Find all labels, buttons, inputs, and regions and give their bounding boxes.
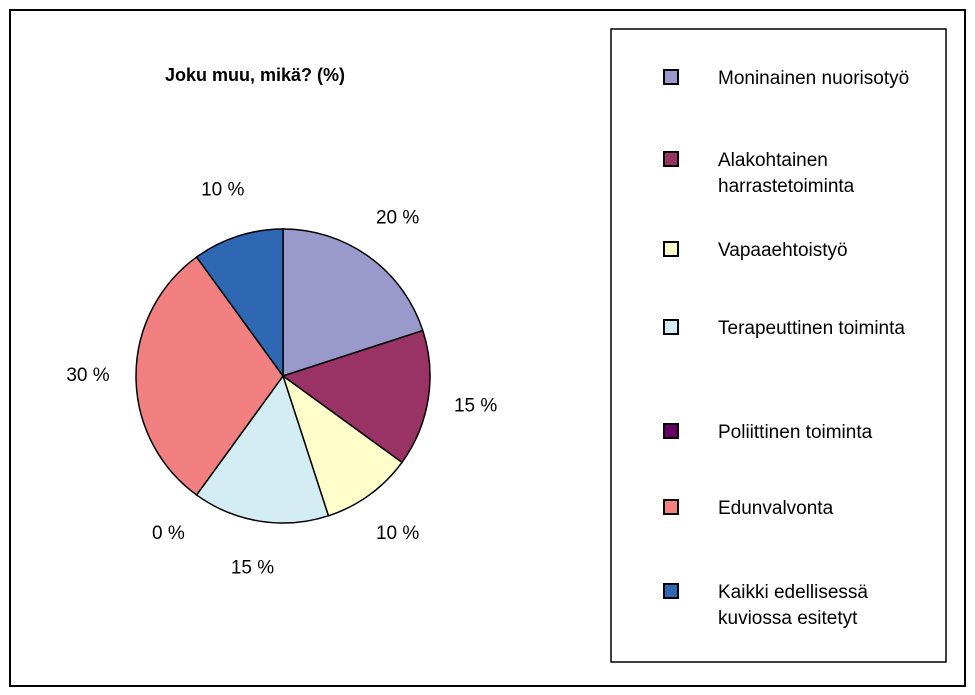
legend-swatch (663, 319, 679, 335)
data-label: 15 % (454, 396, 497, 417)
chart-title: Joku muu, mikä? (%) (165, 65, 345, 85)
legend-box (610, 28, 947, 663)
data-label: 10 % (376, 523, 419, 544)
pie-slice (281, 374, 403, 517)
pie-slice (195, 228, 284, 379)
legend-swatch (663, 499, 679, 515)
data-label: 15 % (231, 558, 274, 579)
legend-swatch (663, 69, 679, 85)
legend-label: Moninainen nuorisotyö (718, 68, 910, 89)
legend-label: Edunvalvonta (718, 498, 834, 519)
pie-slice (281, 329, 431, 464)
data-label: 30 % (66, 365, 109, 386)
data-label: 20 % (376, 207, 419, 228)
legend-swatch (663, 151, 679, 167)
pie-slice (195, 374, 330, 524)
legend-swatch (663, 241, 679, 257)
legend-label: Vapaaehtoistyö (718, 240, 848, 261)
data-label: 0 % (152, 523, 185, 544)
legend-label: Terapeuttinen toiminta (718, 318, 905, 339)
pie-slice (282, 228, 424, 378)
legend: Moninainen nuorisotyö Alakohtainen harras… (612, 30, 945, 661)
legend-swatch (663, 583, 679, 599)
legend-label: Kaikki edellisessä kuviossa esitetyt (718, 582, 868, 629)
legend-label: Alakohtainen harrastetoiminta (718, 150, 855, 197)
pie-slice (135, 256, 284, 496)
legend-swatch (663, 423, 679, 439)
legend-label: Poliittinen toiminta (718, 422, 873, 443)
data-label: 10 % (201, 180, 244, 201)
